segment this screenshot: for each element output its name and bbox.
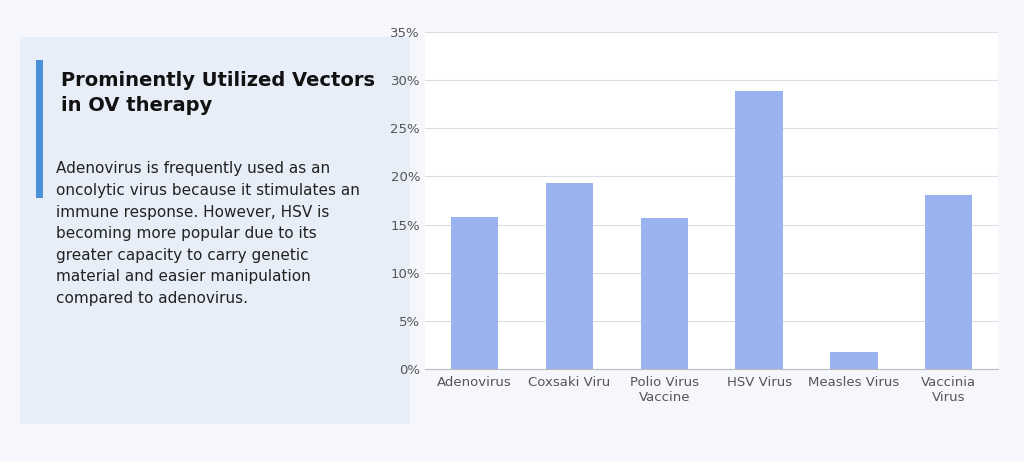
Bar <box>925 195 973 369</box>
Bar <box>546 183 593 369</box>
Bar <box>641 218 688 369</box>
Bar <box>451 217 499 369</box>
Bar <box>830 353 878 369</box>
Bar <box>735 91 782 369</box>
Text: Prominently Utilized Vectors
in OV therapy: Prominently Utilized Vectors in OV thera… <box>61 71 376 115</box>
Text: Adenovirus is frequently used as an
oncolytic virus because it stimulates an
imm: Adenovirus is frequently used as an onco… <box>56 161 360 306</box>
